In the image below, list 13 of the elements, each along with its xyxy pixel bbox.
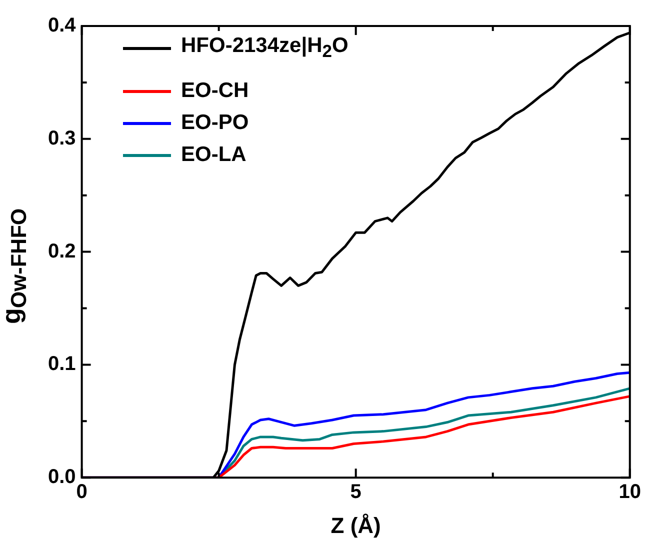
y-tick-label: 0.3 [48, 127, 76, 150]
legend-label: EO-PO [181, 110, 249, 136]
legend-label: EO-LA [181, 142, 246, 168]
y-tick-label: 0.2 [48, 240, 76, 262]
x-tick-label: 5 [350, 481, 362, 504]
x-tick-label: 0 [76, 481, 88, 504]
legend-label: EO-CH [181, 78, 249, 104]
legend-label: HFO-2134ze|H$_{2}$O [181, 33, 348, 64]
y-tick-label: 0.1 [48, 353, 76, 376]
y-tick-label: 0.0 [48, 466, 76, 488]
x-tick-label: 10 [618, 481, 641, 504]
x-axis-title: Z (Å) [330, 512, 381, 538]
y-tick-label: 0.4 [48, 14, 77, 37]
